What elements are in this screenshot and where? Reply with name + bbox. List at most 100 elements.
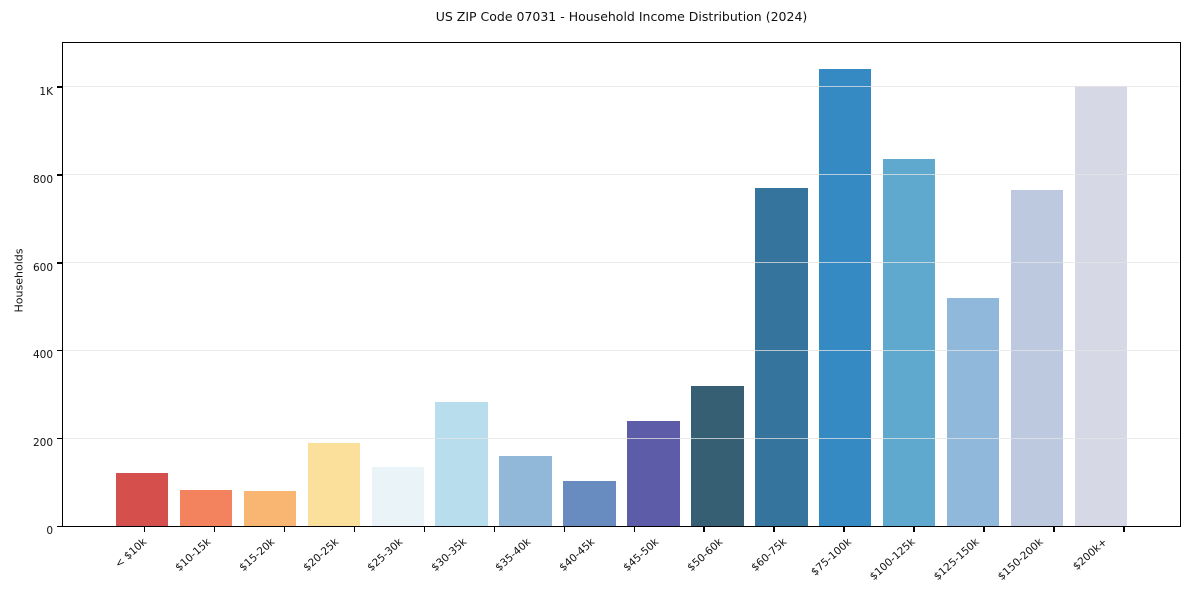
x-tick-mark: [213, 527, 216, 532]
x-tick-slot: [459, 527, 529, 533]
x-tick-mark: [493, 527, 496, 532]
x-label-slot: $100-125k: [868, 533, 942, 590]
x-label-slot: $10-15k: [173, 533, 237, 590]
x-tick-slot: [599, 527, 669, 533]
bar-$30-35k: [435, 401, 488, 526]
bars-container: [63, 43, 1180, 526]
x-tick-label-$45-50k: $45-50k: [621, 536, 662, 574]
bar-slot: [749, 43, 813, 526]
x-label-slot: $60-75k: [749, 533, 814, 590]
x-tick-label-$20-25k: $20-25k: [301, 536, 342, 574]
bar-slot: [174, 43, 238, 526]
plot-area: 0 200 400 600 800 1K: [33, 42, 1181, 537]
x-tick-mark: [563, 527, 566, 532]
x-tick-label-$30-35k: $30-35k: [429, 536, 470, 574]
x-label-slot: $40-45k: [557, 533, 621, 590]
x-tick-slot: [179, 527, 249, 533]
x-tick-label-$25-30k: $25-30k: [365, 536, 406, 574]
bar-slot: [238, 43, 302, 526]
bar-$35-40k: [499, 455, 552, 526]
bar-$20-25k: [307, 443, 360, 526]
x-tick-label-< $10k: < $10k: [112, 536, 150, 571]
bar-< $10k: [115, 473, 169, 526]
x-tick-slot: [669, 527, 739, 533]
x-tick-mark: [283, 527, 286, 532]
x-label-slot: $25-30k: [365, 533, 429, 590]
x-tick-mark: [1053, 527, 1055, 532]
x-tick-slot: [1088, 527, 1158, 533]
x-label-slot: $20-25k: [301, 533, 365, 590]
x-label-slot: $35-40k: [493, 533, 557, 590]
x-tick-mark: [703, 527, 705, 532]
bar-$150-200k: [1010, 189, 1064, 526]
gridline-200: [63, 437, 1180, 439]
bar-slot: [685, 43, 749, 526]
x-axis-labels: < $10k $10-15k $15-20k $20-25k $25-30k $30-35…: [62, 533, 1181, 590]
bar-$15-20k: [243, 491, 297, 526]
x-tick-slot: [529, 527, 599, 533]
x-tick-mark: [143, 527, 146, 532]
x-label-slot: $125-150k: [932, 533, 1006, 590]
bar-slot: [366, 43, 430, 526]
bar-slot: [813, 43, 877, 526]
y-tick-mark-0: [57, 525, 63, 527]
x-axis-tick-marks: [62, 527, 1189, 533]
bar-$10-15k: [179, 490, 233, 526]
bar-slot: [558, 43, 622, 526]
bar-$200k+: [1074, 85, 1128, 526]
bar-slot: [430, 43, 494, 526]
bar-$75-100k: [819, 69, 872, 526]
bar-$60-75k: [755, 187, 808, 526]
x-label-slot: < $10k: [109, 533, 173, 590]
x-tick-slot: [738, 527, 808, 533]
y-tick-label-1K: 1K: [39, 85, 53, 98]
bar-slot: [494, 43, 558, 526]
x-tick-label-$50-60k: $50-60k: [685, 536, 726, 574]
bar-slot: [1005, 43, 1069, 526]
x-tick-label-$75-100k: $75-100k: [808, 536, 854, 579]
x-label-slot: $50-60k: [685, 533, 750, 590]
x-tick-slot: [109, 527, 179, 533]
x-tick-label-$200k+: $200k+: [1071, 536, 1110, 573]
gridline-600: [63, 262, 1180, 264]
bar-$50-60k: [691, 385, 744, 526]
gridline-1K: [63, 86, 1180, 88]
y-tick-label-200: 200: [32, 437, 53, 450]
gridlines: [63, 43, 1180, 526]
x-tick-slot: [389, 527, 459, 533]
x-tick-label-$35-40k: $35-40k: [493, 536, 534, 574]
x-tick-slot: [948, 527, 1018, 533]
x-tick-slot: [319, 527, 389, 533]
y-tick-mark-200: [57, 437, 63, 440]
x-tick-mark: [1123, 527, 1125, 532]
y-tick-mark-1K: [57, 86, 63, 88]
y-tick-mark-400: [57, 349, 63, 352]
x-label-slot: $75-100k: [809, 533, 878, 590]
bar-$125-150k: [946, 297, 1000, 526]
x-label-slot: $200k+: [1070, 533, 1134, 590]
bar-slot: [941, 43, 1005, 526]
bar-slot: [1069, 43, 1133, 526]
bar-slot: [877, 43, 941, 526]
x-label-slot: $45-50k: [621, 533, 686, 590]
y-tick-mark-600: [57, 262, 63, 264]
x-tick-slot: [1018, 527, 1088, 533]
x-tick-mark: [913, 527, 915, 532]
gridline-400: [63, 349, 1180, 351]
x-tick-mark: [983, 527, 985, 532]
x-tick-label-$40-45k: $40-45k: [557, 536, 598, 574]
y-tick-label-600: 600: [32, 261, 53, 274]
x-label-slot: $15-20k: [237, 533, 301, 590]
x-tick-mark: [773, 527, 775, 532]
y-tick-label-0: 0: [46, 525, 53, 537]
bar-$100-125k: [883, 159, 936, 526]
y-axis-label: Households: [12, 248, 26, 313]
x-tick-slot: [878, 527, 948, 533]
x-tick-slot: [249, 527, 319, 533]
x-tick-label-$60-75k: $60-75k: [749, 536, 790, 574]
x-tick-mark: [353, 527, 356, 532]
x-tick-label-$10-15k: $10-15k: [172, 536, 214, 574]
x-label-slot: $30-35k: [429, 533, 493, 590]
x-tick-slot: [808, 527, 878, 533]
